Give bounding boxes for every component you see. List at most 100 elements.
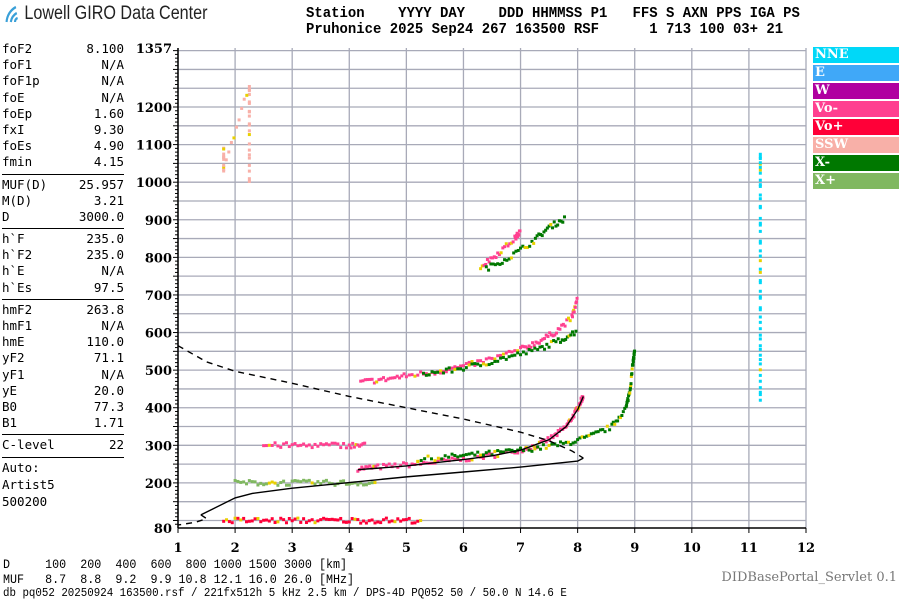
- echo-point: [621, 410, 625, 414]
- echo-point: [481, 456, 485, 460]
- echo-point: [450, 452, 454, 456]
- echo-point: [572, 310, 576, 314]
- echo-point: [631, 363, 635, 367]
- param-label: D: [2, 208, 10, 224]
- echo-point: [487, 449, 491, 453]
- echo-point: [376, 463, 380, 467]
- echo-point: [399, 464, 403, 468]
- echo-point: [419, 458, 423, 462]
- echo-point: [758, 393, 762, 397]
- echo-point: [368, 464, 372, 468]
- autoscaling-line: 500200: [2, 493, 48, 509]
- echo-point: [359, 379, 363, 383]
- echo-point: [510, 350, 514, 354]
- legend-item: SSW: [813, 137, 899, 153]
- echo-point: [487, 363, 491, 367]
- echo-point: [390, 519, 394, 523]
- autoscaling-line: Artist5: [2, 476, 55, 492]
- echo-point: [222, 169, 226, 173]
- param-value: 22: [108, 437, 124, 453]
- echo-point: [629, 382, 633, 386]
- echo-point: [567, 316, 571, 320]
- echo-point: [450, 370, 454, 374]
- echo-point: [598, 428, 602, 432]
- echo-point: [758, 398, 762, 402]
- separator: [2, 298, 124, 300]
- param-row: foF1 N/A: [2, 57, 124, 73]
- echo-point: [330, 441, 334, 445]
- echo-point: [543, 438, 547, 442]
- echo-point: [307, 519, 311, 523]
- echo-point: [553, 333, 557, 337]
- echo-point: [758, 337, 762, 341]
- echo-point: [447, 455, 451, 459]
- echo-point: [758, 221, 762, 225]
- x-tick-label: 5: [402, 541, 411, 556]
- echo-point: [256, 516, 260, 520]
- echo-point: [356, 443, 360, 447]
- echo-point: [516, 248, 520, 252]
- echo-point: [270, 517, 274, 521]
- ionogram-plot: 8020030040050060070080090010001100120013…: [136, 42, 815, 556]
- echo-point: [247, 479, 251, 483]
- separator: [2, 228, 124, 230]
- echo-point: [482, 263, 486, 267]
- echo-point: [758, 333, 762, 337]
- echo-point: [758, 308, 762, 312]
- x-tick-label: 12: [797, 541, 815, 556]
- echo-point: [344, 446, 348, 450]
- echo-point: [313, 521, 317, 525]
- echo-point: [404, 375, 408, 379]
- echo-point: [236, 516, 240, 520]
- echo-point: [631, 358, 635, 362]
- echo-point: [222, 168, 226, 172]
- echo-point: [758, 373, 762, 377]
- echo-point: [493, 455, 497, 459]
- echo-point: [362, 483, 366, 487]
- echo-point: [304, 444, 308, 448]
- echo-point: [484, 363, 488, 367]
- echo-point: [324, 478, 328, 482]
- echo-point: [459, 367, 463, 371]
- echo-point: [302, 517, 306, 521]
- echo-point: [336, 442, 340, 446]
- param-value: 20.0: [93, 382, 124, 398]
- echo-point: [534, 340, 538, 344]
- echo-point: [565, 318, 569, 322]
- echo-point: [528, 244, 532, 248]
- echo-point: [247, 93, 251, 97]
- echo-point: [247, 142, 251, 146]
- echo-point: [758, 279, 762, 283]
- echo-point: [504, 450, 508, 454]
- echo-point: [626, 399, 630, 403]
- echo-point: [429, 457, 433, 461]
- echo-point: [530, 239, 534, 243]
- echo-point: [556, 327, 560, 331]
- echo-point: [521, 449, 525, 453]
- echo-point: [222, 155, 226, 159]
- echo-point: [758, 358, 762, 362]
- echo-point: [276, 520, 280, 524]
- echo-point: [245, 93, 249, 97]
- echo-point: [541, 337, 545, 341]
- echo-point: [536, 341, 540, 345]
- echo-point: [530, 449, 534, 453]
- echo-point: [364, 521, 368, 525]
- echo-point: [319, 518, 323, 522]
- echo-point: [444, 370, 448, 374]
- echo-point: [632, 353, 636, 357]
- echo-point: [559, 219, 563, 223]
- echo-point: [493, 359, 497, 363]
- echo-point: [630, 372, 634, 376]
- echo-point: [496, 455, 500, 459]
- echo-point: [262, 444, 266, 448]
- echo-point: [633, 349, 637, 353]
- echo-point: [524, 352, 528, 356]
- echo-point: [333, 518, 337, 522]
- echo-point: [553, 442, 557, 446]
- echo-point: [487, 268, 491, 272]
- y-tick-label: 200: [145, 477, 172, 492]
- echo-point: [573, 305, 577, 309]
- echo-point: [510, 448, 514, 452]
- echo-point: [229, 140, 233, 144]
